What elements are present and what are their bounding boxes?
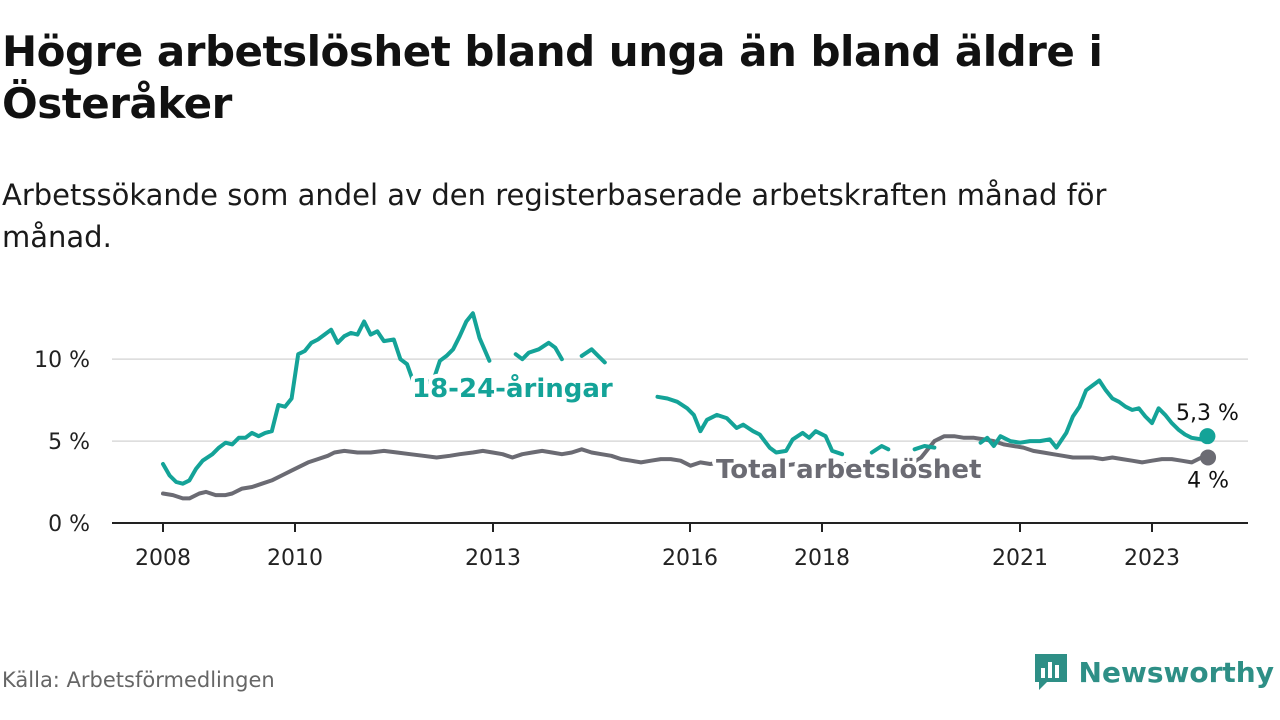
newsworthy-logo-icon [1034,654,1067,690]
end-label-youth: 5,3 % [1176,401,1239,426]
x-tick-label: 2018 [794,546,850,571]
chart-subtitle: Arbetssökande som andel av den registerb… [2,178,1107,254]
brand-logo-block[interactable]: Newsworthy [1033,652,1274,692]
end-label-total: 4 % [1187,468,1229,493]
x-tick-label: 2021 [992,546,1048,571]
x-tick-label: 2010 [267,546,323,571]
y-tick-label: 10 % [34,348,90,373]
y-tick-label: 5 % [48,430,90,455]
series-line-total [161,434,1210,501]
y-tick-label: 0 % [48,512,90,537]
series-label-youth: 18-24-åringar [412,372,613,404]
series-label-total: Total arbetslöshet [716,455,981,485]
end-marker-youth [1199,428,1216,445]
chart-title: Högre arbetslöshet bland unga än bland ä… [2,27,1103,128]
x-tick-label: 2016 [662,546,718,571]
series-label-youth-halo: 18-24-åringar [412,372,613,404]
brand-name: Newsworthy [1078,655,1274,689]
series-line-youth [161,311,1204,486]
end-marker-total [1200,449,1217,466]
x-tick-label: 2023 [1124,546,1180,571]
series-label-total-halo: Total arbetslöshet [716,455,981,485]
line-chart: 0 % 5 % 10 % 2008 2010 2013 2016 2018 2021 2023 18… [34,311,1248,571]
x-tick-label: 2013 [465,546,521,571]
x-tick-label: 2008 [135,546,191,571]
source-note: Källa: Arbetsförmedlingen [2,668,275,692]
